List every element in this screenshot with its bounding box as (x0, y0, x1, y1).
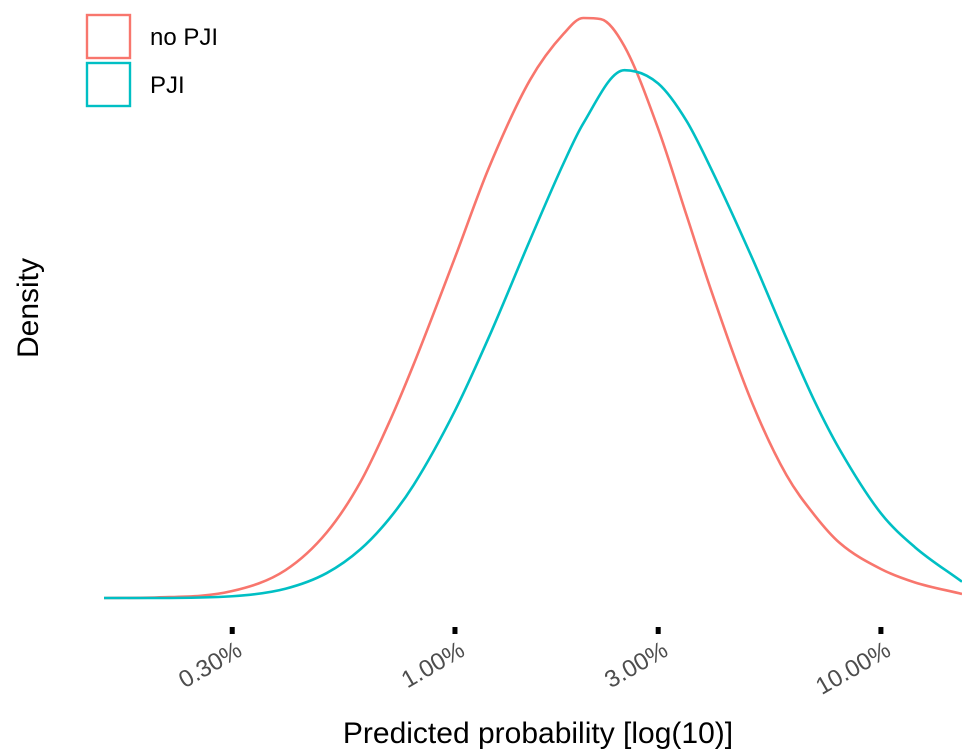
y-axis-title: Density (12, 258, 45, 358)
legend-key-no-pji (85, 13, 132, 60)
x-axis: 0.30% 1.00% 3.00% 10.00% (174, 627, 895, 700)
legend-label-pji: PJI (150, 72, 185, 99)
x-tick-label: 0.30% (174, 636, 246, 693)
legend-key-pji (85, 61, 132, 108)
legend: no PJI PJI (85, 13, 218, 108)
x-tick-mark (229, 627, 235, 634)
plot-lines (103, 16, 962, 600)
x-tick-mark (655, 627, 661, 634)
density-line-pji (104, 68, 962, 600)
x-axis-title: Predicted probability [log(10)] (343, 717, 733, 750)
x-tick-label: 10.00% (811, 636, 895, 700)
x-tick-label: 3.00% (600, 636, 672, 693)
x-tick-mark (878, 627, 884, 634)
x-tick-label: 1.00% (397, 636, 469, 693)
legend-label-no-pji: no PJI (150, 24, 218, 51)
density-line-no-pji (103, 16, 962, 600)
x-tick-mark (452, 627, 458, 634)
